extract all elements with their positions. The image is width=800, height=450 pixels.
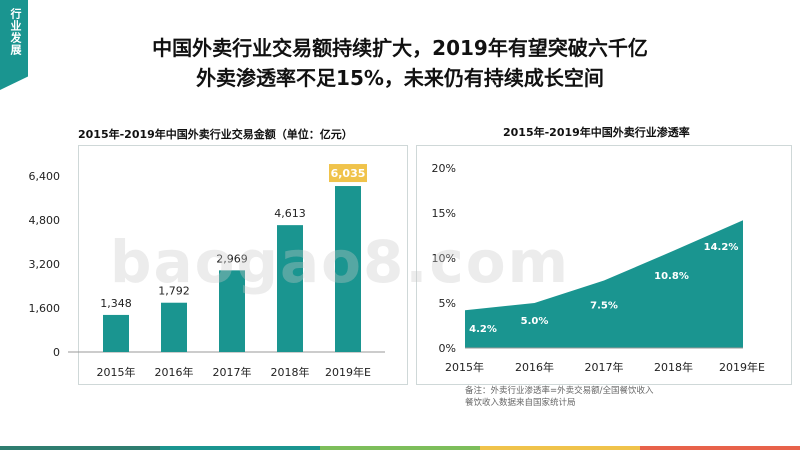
footnote: 备注：外卖行业渗透率=外卖交易额/全国餐饮收入 餐饮收入数据来自国家统计局 <box>465 385 654 409</box>
area-x-tick-label: 2019年E <box>719 360 765 374</box>
headline-line-2: 外卖渗透率不足15%，未来仍有持续成长空间 <box>196 66 604 90</box>
bar-x-tick-label: 2016年 <box>155 365 194 379</box>
bottom-color-bar <box>0 446 800 450</box>
bar-y-tick-label: 1,600 <box>29 302 61 315</box>
area-x-tick-label: 2015年 <box>445 360 484 374</box>
bar <box>103 314 129 352</box>
bar-x-tick-label: 2018年 <box>271 365 310 379</box>
bar-value-badge <box>329 164 367 183</box>
bar-chart-title: 2015年-2019年中国外卖行业交易金额（单位：亿元） <box>78 128 353 141</box>
bar <box>219 270 245 352</box>
area-value-label: 5.0% <box>521 316 549 327</box>
bottom-bar-segment <box>160 446 320 450</box>
bottom-bar-segment <box>480 446 640 450</box>
side-tag-label: 行业发展 <box>9 8 22 56</box>
area-y-tick-label: 10% <box>432 252 456 265</box>
bottom-bar-segment <box>0 446 160 450</box>
area-value-label: 4.2% <box>469 324 497 335</box>
bar-y-tick-label: 0 <box>53 346 60 359</box>
bar-value-label: 1,792 <box>158 285 190 298</box>
bar-y-tick-label: 6,400 <box>29 170 61 183</box>
bar-y-tick-label: 4,800 <box>29 214 61 227</box>
area-x-tick-label: 2016年 <box>515 360 554 374</box>
area-y-tick-label: 0% <box>439 342 456 355</box>
bar-value-label: 4,613 <box>274 207 306 220</box>
footnote-line-2: 餐饮收入数据来自国家统计局 <box>465 398 576 408</box>
area-chart-panel <box>416 145 792 385</box>
area-y-tick-label: 20% <box>432 162 456 175</box>
bar <box>277 225 303 352</box>
bar-y-tick-label: 3,200 <box>29 258 61 271</box>
bar-value-label: 6,035 <box>331 167 366 180</box>
bar-chart-panel <box>78 145 408 385</box>
area-x-tick-label: 2018年 <box>654 360 693 374</box>
area-y-tick-label: 15% <box>432 207 456 220</box>
area-series <box>465 220 743 348</box>
bottom-bar-segment <box>640 446 800 450</box>
bar-x-tick-label: 2017年 <box>213 365 252 379</box>
area-value-label: 7.5% <box>590 301 618 312</box>
area-chart-title: 2015年-2019年中国外卖行业渗透率 <box>503 126 690 139</box>
bar <box>161 302 187 352</box>
bar-value-label: 1,348 <box>100 297 132 310</box>
area-value-label: 10.8% <box>654 271 689 282</box>
area-x-tick-label: 2017年 <box>585 360 624 374</box>
bottom-bar-segment <box>320 446 480 450</box>
footnote-line-1: 备注：外卖行业渗透率=外卖交易额/全国餐饮收入 <box>465 386 654 396</box>
bar-x-tick-label: 2019年E <box>325 365 371 379</box>
headline-line-1: 中国外卖行业交易额持续扩大，2019年有望突破六千亿 <box>152 36 648 60</box>
bar-value-label: 2,969 <box>216 252 248 265</box>
side-tag: 行业发展 <box>0 0 28 90</box>
area-y-tick-label: 5% <box>439 297 456 310</box>
bar <box>335 186 361 352</box>
area-value-label: 14.2% <box>704 242 739 253</box>
bar-x-tick-label: 2015年 <box>97 365 136 379</box>
